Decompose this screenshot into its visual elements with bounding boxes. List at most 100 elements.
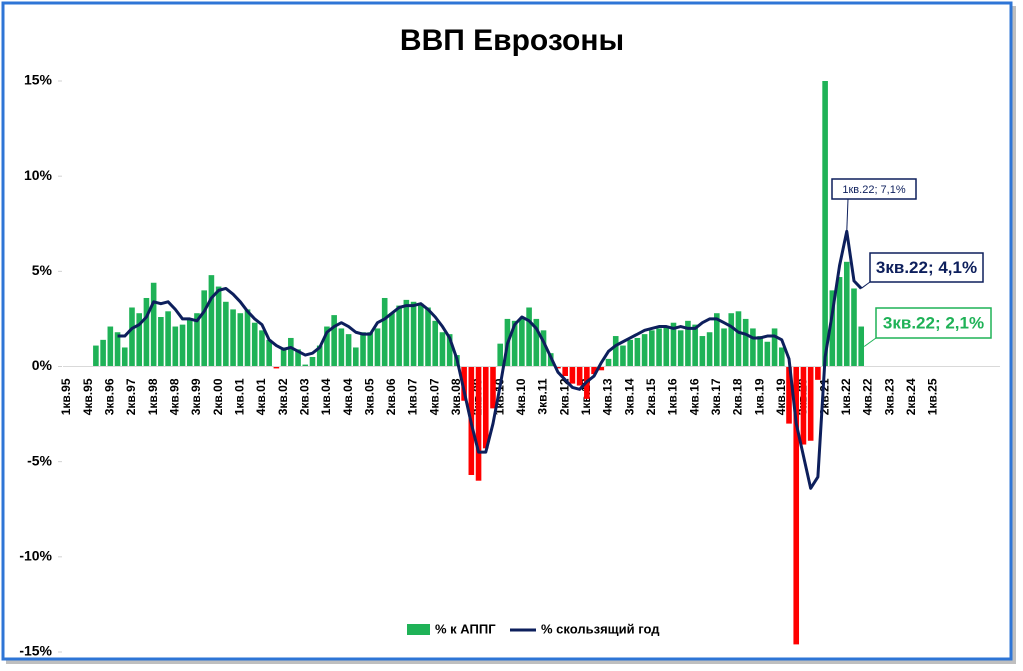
bar [331,315,337,367]
bar [432,320,439,367]
bar [461,366,467,401]
bar [605,358,612,367]
bar [591,366,597,375]
y-tick-label: 10% [24,167,53,183]
bar [266,339,272,367]
bar [100,339,106,367]
y-tick-label: -5% [27,452,52,468]
bar [843,261,850,367]
bar [836,277,843,367]
bar [172,326,179,367]
x-tick-label: 2кв.24 [904,378,918,415]
bar [417,303,424,367]
bar [800,366,807,445]
bar [158,317,164,367]
bar [490,366,496,409]
bar [533,318,540,367]
bar [750,328,756,367]
bar [526,307,532,367]
annotation: 3кв.22; 2,1% [883,313,984,332]
annotation-box [831,178,917,200]
bar [345,334,352,367]
legend-label: % к АППГ [435,621,496,636]
bar [511,320,518,367]
bar [685,320,691,367]
bar [771,328,778,367]
x-tick-label: 2кв.18 [731,378,745,415]
bar [295,349,301,367]
bar [634,337,641,367]
bar [822,81,828,367]
annotation-leader [846,198,849,232]
bar [721,328,727,367]
y-tick-label: -15% [19,643,52,659]
x-tick-label: 3кв.08 [449,378,463,415]
bar [374,328,381,367]
legend-label: % скользящий год [541,621,660,636]
x-tick-label: 1кв.25 [926,378,940,415]
x-tick-label: 2кв.15 [644,378,658,415]
bar [179,324,186,367]
bar [251,322,258,367]
bar [612,336,619,367]
x-tick-label: 3кв.02 [276,378,290,415]
x-tick-label: 4кв.95 [81,378,95,415]
bar [136,313,143,367]
bar [244,309,251,367]
bar [259,330,265,367]
bar [121,347,128,367]
line [117,229,863,490]
bar [757,336,763,367]
annotation-leader [860,281,871,289]
bar [627,339,633,367]
bar [482,366,489,449]
bar [186,318,193,367]
x-tick-label: 4кв.01 [254,378,268,415]
bar [93,345,99,367]
chart-title: ВВП Еврозоны [400,24,624,57]
bar [280,347,287,367]
x-tick-label: 1кв.22 [839,378,853,415]
bar [107,326,114,367]
bar [656,328,662,367]
x-tick-label: 4кв.07 [427,378,441,415]
bar [165,311,171,367]
bar [714,313,720,367]
x-tick-label: 3кв.17 [709,378,723,415]
bar [641,334,648,367]
bar [309,356,316,367]
bar [360,332,366,367]
bar [338,328,345,367]
bar [555,366,561,369]
x-tick-label: 1кв.98 [146,378,160,415]
bar [201,290,207,367]
bar [735,311,742,367]
bar [143,297,150,367]
bar [699,336,706,367]
x-tick-label: 1кв.16 [666,378,680,415]
y-tick-label: 15% [24,72,53,88]
bar [114,332,121,367]
x-tick-label: 3кв.23 [882,378,896,415]
x-tick-label: 1кв.07 [406,378,420,415]
x-tick-label: 1кв.01 [232,378,246,415]
x-tick-label: 1кв.95 [59,378,73,415]
x-tick-label: 2кв.03 [297,378,311,415]
bar [677,330,684,367]
x-tick-label: 4кв.04 [341,378,355,415]
bar [569,366,576,384]
x-tick-label: 2кв.06 [384,378,398,415]
x-tick-label: 4кв.10 [514,378,528,415]
bar [562,366,568,377]
x-tick-label: 4кв.22 [861,378,875,415]
bar [670,322,677,367]
bar [439,332,446,367]
bar [389,313,395,367]
bar [410,301,417,367]
legend-swatch [407,624,430,635]
bar [742,318,749,367]
bar [129,307,135,367]
x-tick-label: 2кв.00 [211,378,225,415]
